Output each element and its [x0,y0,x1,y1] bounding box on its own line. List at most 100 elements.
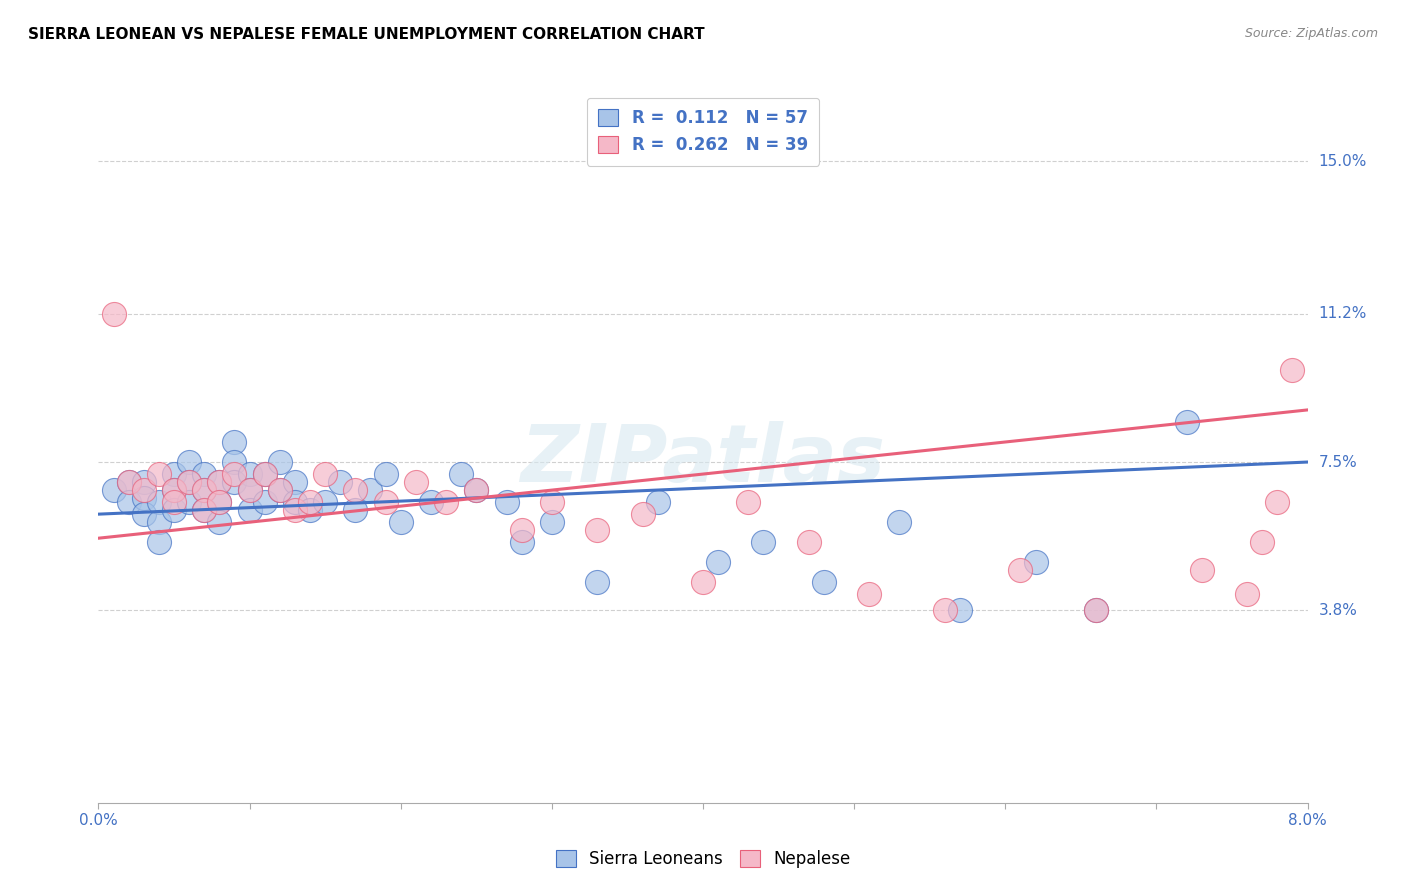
Point [1024,555,1046,569]
Point [239,503,262,517]
Point [1085,603,1108,617]
Point [208,495,231,509]
Text: 11.2%: 11.2% [1319,306,1367,321]
Point [299,503,322,517]
Point [132,483,155,497]
Point [692,575,714,590]
Point [103,307,125,321]
Point [949,603,972,617]
Point [858,587,880,601]
Point [329,475,352,489]
Text: Source: ZipAtlas.com: Source: ZipAtlas.com [1244,27,1378,40]
Point [239,483,262,497]
Point [647,495,669,509]
Point [193,503,215,517]
Point [434,495,457,509]
Point [163,483,186,497]
Point [193,467,215,481]
Point [314,495,336,509]
Point [934,603,956,617]
Point [193,483,215,497]
Point [299,495,322,509]
Point [208,495,231,509]
Point [163,503,186,517]
Point [889,515,911,529]
Point [208,475,231,489]
Text: 3.8%: 3.8% [1319,603,1358,618]
Point [1085,603,1108,617]
Text: 7.5%: 7.5% [1319,455,1357,469]
Point [224,435,246,450]
Point [132,475,155,489]
Point [269,483,291,497]
Point [163,495,186,509]
Point [1175,415,1198,429]
Point [224,475,246,489]
Point [495,495,517,509]
Point [163,483,186,497]
Point [510,535,533,549]
Point [359,483,381,497]
Point [419,495,441,509]
Point [737,495,759,509]
Point [374,495,396,509]
Point [224,455,246,469]
Point [239,483,262,497]
Point [797,535,820,549]
Point [344,483,367,497]
Point [631,507,654,521]
Point [374,467,396,481]
Point [208,475,231,489]
Point [163,467,186,481]
Point [208,515,231,529]
Point [752,535,775,549]
Point [179,475,201,489]
Point [707,555,730,569]
Point [148,515,170,529]
Point [314,467,336,481]
Point [118,475,141,489]
Point [253,467,276,481]
Point [813,575,835,590]
Point [1281,363,1303,377]
Point [148,495,170,509]
Point [224,467,246,481]
Point [284,475,307,489]
Point [586,575,609,590]
Point [179,495,201,509]
Point [1251,535,1274,549]
Point [148,535,170,549]
Point [540,515,562,529]
Text: ZIPatlas: ZIPatlas [520,421,886,500]
Point [118,495,141,509]
Point [284,503,307,517]
Point [1236,587,1258,601]
Point [193,483,215,497]
Point [1010,563,1032,577]
Point [586,523,609,537]
Point [1191,563,1213,577]
Legend: Sierra Leoneans, Nepalese: Sierra Leoneans, Nepalese [550,843,856,875]
Point [344,503,367,517]
Point [179,455,201,469]
Point [1265,495,1288,509]
Point [148,467,170,481]
Text: SIERRA LEONEAN VS NEPALESE FEMALE UNEMPLOYMENT CORRELATION CHART: SIERRA LEONEAN VS NEPALESE FEMALE UNEMPL… [28,27,704,42]
Point [179,475,201,489]
Point [239,467,262,481]
Point [389,515,412,529]
Text: 15.0%: 15.0% [1319,153,1367,169]
Point [540,495,562,509]
Point [193,503,215,517]
Point [253,495,276,509]
Point [118,475,141,489]
Point [405,475,427,489]
Point [269,455,291,469]
Point [103,483,125,497]
Point [284,495,307,509]
Point [465,483,488,497]
Point [132,507,155,521]
Point [269,483,291,497]
Point [465,483,488,497]
Point [253,467,276,481]
